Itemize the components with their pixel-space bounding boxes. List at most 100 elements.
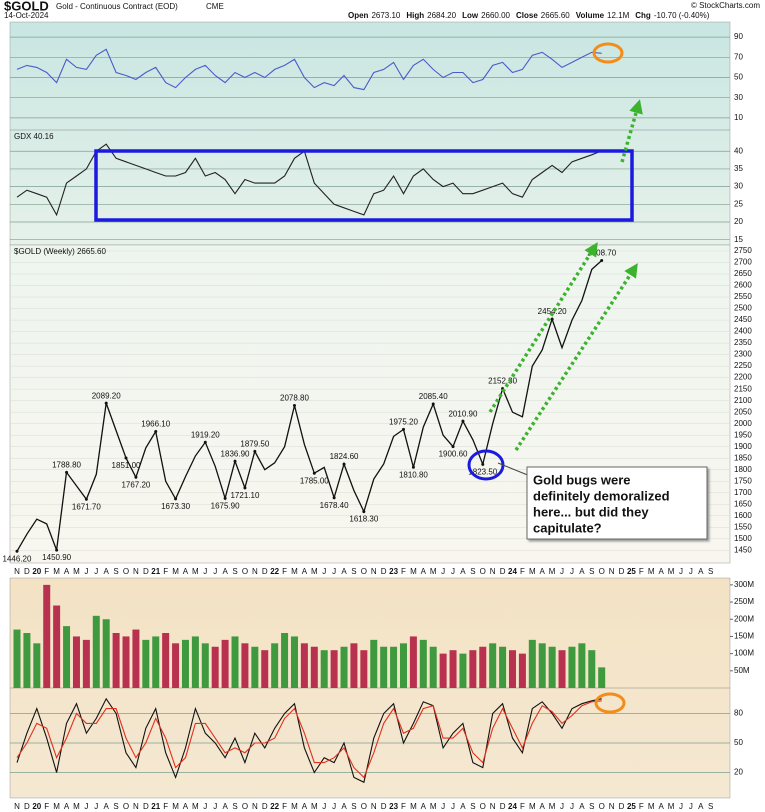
y-tick-label: 25 (734, 199, 743, 208)
volume-bar (241, 643, 249, 688)
y-tick-label: 2000 (734, 419, 752, 428)
price-point (124, 456, 128, 460)
x-tick-label: S (351, 802, 356, 811)
volume-bar (53, 605, 61, 688)
y-tick-label: 2350 (734, 338, 752, 347)
x-tick-label: A (658, 802, 664, 811)
x-tick-label: N (609, 567, 615, 576)
x-tick-label: D (143, 802, 149, 811)
x-tick-label: D (381, 567, 387, 576)
volume-bar (82, 639, 90, 688)
x-tick-label: N (371, 802, 377, 811)
volume-bar (13, 629, 21, 688)
stat-label: Low (462, 11, 479, 20)
y-tick-label: 2250 (734, 361, 752, 370)
x-tick-label: F (639, 567, 644, 576)
x-tick-label: A (579, 567, 585, 576)
value-label: 1446.20 (3, 554, 32, 563)
x-tick-label: M (53, 802, 60, 811)
x-tick-label: M (73, 802, 80, 811)
volume-bar (528, 639, 536, 688)
x-tick-label: S (232, 567, 237, 576)
y-tick-label: 50M (734, 666, 750, 675)
x-tick-label: F (401, 567, 406, 576)
volume-bar (568, 646, 576, 688)
x-tick-label: A (540, 567, 546, 576)
panel-title: GDX 40.16 (14, 132, 54, 141)
x-tick-label: F (44, 567, 49, 576)
volume-bar (429, 646, 437, 688)
x-tick-label: D (619, 802, 625, 811)
value-label: 2089.20 (92, 391, 121, 400)
x-tick-label: J (84, 567, 88, 576)
price-point (253, 449, 257, 453)
x-tick-label: O (599, 567, 605, 576)
x-tick-label: 20 (32, 802, 41, 811)
volume-bar (419, 639, 427, 688)
y-tick-label: 20 (734, 768, 743, 777)
y-tick-label: 35 (734, 164, 743, 173)
stat-value: 2684.20 (427, 11, 456, 20)
x-tick-label: J (560, 802, 564, 811)
x-tick-label: 22 (270, 802, 279, 811)
price-point (451, 445, 455, 449)
price-point (223, 496, 227, 500)
y-tick-label: 1800 (734, 465, 752, 474)
volume-bar (380, 646, 388, 688)
stats: Open 2673.10 High 2684.20 Low 2660.00 Close 266… (348, 11, 710, 20)
x-tick-label: J (322, 567, 326, 576)
volume-bar (251, 646, 259, 688)
volume-bar (211, 646, 219, 688)
value-label: 1678.40 (320, 501, 349, 510)
x-tick-label: S (708, 802, 713, 811)
stat-label: Chg (635, 11, 651, 20)
highlight-circle (592, 42, 624, 64)
x-tick-label: F (44, 802, 49, 811)
y-tick-label: 2300 (734, 350, 752, 359)
y-tick-label: 100M (734, 649, 754, 658)
stat-value: 2665.60 (541, 11, 570, 20)
stat-label: Close (516, 11, 538, 20)
x-tick-label: M (172, 802, 179, 811)
x-tick-label: 21 (151, 567, 160, 576)
volume-bar (449, 650, 457, 688)
instrument-name: Gold - Continuous Contract (EOD) (56, 2, 178, 11)
price-point (243, 486, 247, 490)
volume-bar (43, 584, 51, 688)
x-tick-label: F (282, 802, 287, 811)
volume-bar (350, 643, 358, 688)
volume-bar (261, 650, 269, 688)
value-label: 1788.80 (52, 460, 81, 469)
x-tick-label: N (14, 567, 20, 576)
x-tick-label: S (589, 802, 594, 811)
trend-arrow (514, 263, 638, 451)
upper-panel (9, 21, 731, 246)
x-tick-label: N (371, 567, 377, 576)
x-tick-label: 24 (508, 802, 517, 811)
x-tick-label: M (648, 802, 655, 811)
x-tick-label: F (282, 567, 287, 576)
value-label: 1721.10 (230, 491, 259, 500)
x-tick-label: N (252, 567, 258, 576)
value-label: 1851.00 (112, 461, 141, 470)
volume-bar (132, 629, 140, 688)
y-tick-label: 2500 (734, 304, 752, 313)
x-tick-label: S (113, 802, 118, 811)
y-tick-label: 1950 (734, 430, 752, 439)
price-point (15, 549, 19, 553)
x-tick-label: S (470, 802, 475, 811)
value-label: 1785.00 (300, 476, 329, 485)
price-point (84, 497, 88, 501)
price-point (550, 317, 554, 321)
y-tick-label: 200M (734, 614, 754, 623)
value-label: 1966.10 (141, 420, 170, 429)
x-tick-label: D (143, 567, 149, 576)
value-label: 2010.90 (448, 409, 477, 418)
price-point (401, 427, 405, 431)
y-tick-label: 1450 (734, 545, 752, 554)
volume-bar (72, 636, 80, 688)
x-tick-label: J (679, 567, 683, 576)
volume-bar (142, 639, 150, 688)
x-tick-label: 21 (151, 802, 160, 811)
